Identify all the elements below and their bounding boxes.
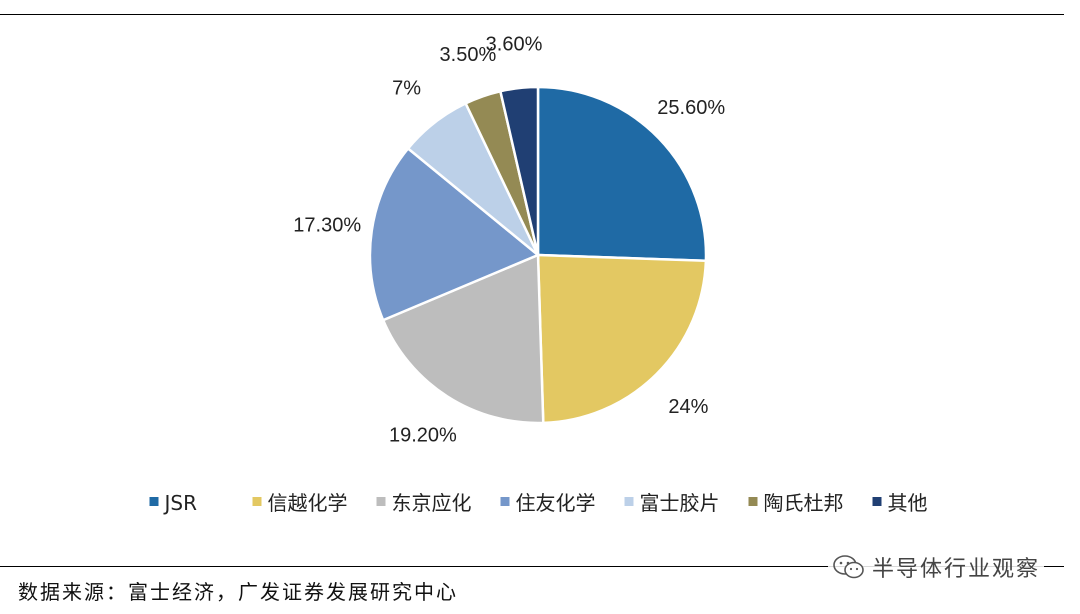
pie-slice-6: [498, 85, 540, 256]
data-label-5: 3.50%: [440, 44, 497, 66]
legend-label-0: JSR: [163, 491, 198, 515]
chart-legend: JSR 信越化学 东京应化 住友化学 富士胶片 陶氏杜邦 其他: [149, 491, 928, 515]
legend-label-5: 陶氏杜邦: [764, 491, 844, 515]
data-label-3: 17.30%: [293, 214, 361, 236]
legend-label-1: 信越化学: [268, 491, 348, 515]
legend-label-4: 富士胶片: [640, 491, 720, 515]
data-source-note: 数据来源：富士经济，广发证券发展研究中心: [18, 580, 458, 604]
pie-slice-3: [368, 146, 541, 322]
data-label-6: 3.60%: [486, 33, 543, 55]
legend-swatch-6: [872, 497, 882, 506]
legend-swatch-0: [149, 497, 159, 506]
legend-label-6: 其他: [888, 491, 928, 515]
pie-slice-2: [381, 253, 545, 425]
legend-label-2: 东京应化: [392, 491, 472, 515]
pie-chart: 25.60% 24% 19.20% 17.30% 7% 3.50%3.60% JSR 信越化…: [149, 33, 928, 515]
legend-swatch-5: [748, 497, 758, 506]
legend-label-3: 住友化学: [516, 491, 596, 515]
data-label-0: 25.60%: [657, 97, 725, 119]
pie-slice-0: [536, 85, 708, 263]
data-label-2: 19.20%: [389, 424, 457, 446]
top-divider: [0, 14, 1064, 15]
watermark-text: 半导体行业观察: [871, 557, 1040, 582]
pie-slices: [368, 85, 708, 425]
legend-swatch-1: [252, 497, 262, 506]
legend-swatch-4: [624, 497, 634, 506]
watermark: 半导体行业观察: [827, 551, 1044, 583]
legend-swatch-3: [500, 497, 510, 506]
wechat-icon: [833, 555, 864, 579]
pie-slice-1: [536, 253, 708, 425]
pie-data-labels: 25.60% 24% 19.20% 17.30% 7% 3.50%3.60%: [293, 33, 725, 446]
legend-swatch-2: [376, 497, 386, 506]
data-label-1: 24%: [668, 396, 708, 418]
data-label-4: 7%: [392, 77, 421, 99]
bottom-divider: [0, 566, 1064, 567]
